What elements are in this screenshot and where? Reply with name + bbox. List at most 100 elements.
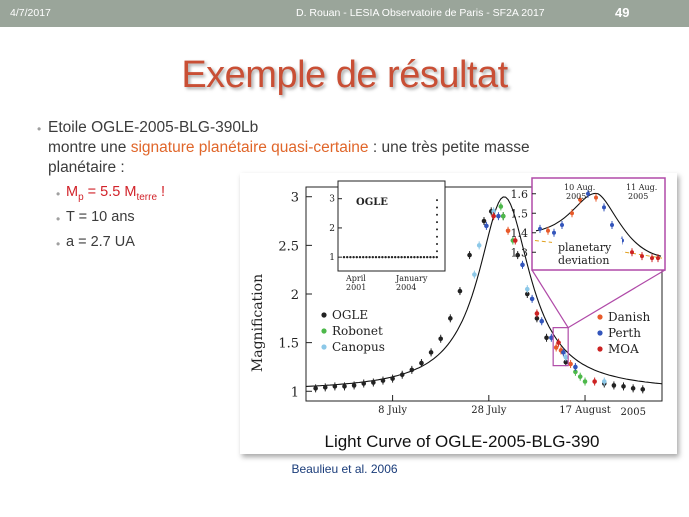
legend-marker [597,330,603,336]
sub-bullet-mass: Mp = 5.5 Mterre ! [66,184,165,203]
data-point-ogle [481,218,487,224]
legend-marker [321,328,327,334]
data-point-ogle [371,380,376,385]
inset-y-tick-label: 2 [329,224,335,234]
inset-y-tick-label: 1 [329,253,335,263]
mass-subscript: p [78,191,84,203]
inset-unperturbed-curve [534,240,663,259]
data-point-perth [539,318,545,324]
sub-bullet-dot: • [56,237,61,251]
data-point-moa [556,340,561,345]
inset-point [358,255,362,259]
inset-point [436,221,438,224]
inset-point [349,255,352,259]
data-point-ogle [621,384,626,389]
data-point-ogle [361,381,367,386]
data-point-canopus [524,286,530,292]
inset-point [436,206,438,209]
y-tick-label: 1 [291,385,299,400]
data-point-robonet [573,369,578,375]
sub-bullet-dot: • [56,187,61,201]
legend-marker [597,314,603,320]
inset-point [397,255,400,259]
inset-x-tick-label: January [395,274,428,283]
inset-x-tick-label: 2001 [346,283,366,292]
data-point-ogle [322,385,328,390]
mass-symbol: M [66,184,79,200]
inset-annotation: 11 Aug. [626,183,657,192]
sub-bullet-period: T = 10 ans [66,209,135,225]
inset-point [538,226,542,231]
inset-title: deviation [558,254,610,267]
data-point-ogle [380,378,386,383]
inset-annotation: 2005 [566,192,586,201]
inset-point [602,205,606,210]
bullet-line-1: Etoile OGLE-2005-BLG-390Lb [48,119,259,136]
inset-y-tick-label: 1.4 [511,227,529,240]
data-point-canopus [472,272,477,277]
legend-label: Danish [608,310,651,324]
inset-x-tick-label: April [345,274,366,283]
header-bar [0,0,689,27]
year-label: 2005 [621,407,646,418]
legend-label: Robonet [332,324,383,338]
bullet-line-3: planétaire : [48,159,125,176]
connector-line [567,269,666,329]
figure-caption: Beaulieu et al. 2006 [291,462,398,476]
legend-label: Canopus [332,340,385,354]
data-point-ogle [467,252,472,258]
inset-point [419,255,422,259]
data-marks [305,196,666,394]
legend-label: Perth [608,326,641,340]
data-point-robonet [498,204,504,209]
inset-point [594,195,598,200]
connector-line [531,269,569,328]
inset-point [560,222,564,227]
inset-point [422,255,426,259]
data-point-ogle [332,384,338,389]
data-point-ogle [524,291,530,297]
data-point-ogle [419,360,424,366]
inset-point [352,255,355,259]
x-tick-label: 17 August [559,405,611,416]
data-point-canopus [476,243,482,248]
data-point-moa [592,379,597,384]
inset-point [436,228,438,231]
x-tick-label: 8 July [378,405,407,416]
data-point-ogle [351,383,357,388]
data-point-perth [484,223,489,229]
inset-point [342,255,346,259]
bullet-line-2: montre une signature planétaire quasi-ce… [48,138,608,158]
data-point-canopus [491,209,496,214]
inset-point [378,255,381,259]
data-point-ogle [313,386,318,391]
mass-excl: ! [157,184,166,200]
inset-point [436,250,438,253]
inset-point [656,256,660,261]
data-point-moa [512,238,518,243]
bullet-main: • Etoile OGLE-2005-BLG-390Lb montre une … [37,118,608,178]
y-axis-label: Magnification [250,274,266,372]
inset-point [436,199,438,202]
bullet-text: montre une [48,139,131,156]
main-axes: 1 1.5 2 2.5 3 8 July 28 July 17 August [278,186,663,416]
mass-unit-subscript: terre [136,191,158,203]
inset-point [413,255,416,259]
data-point-robonet [582,379,588,384]
inset-point [362,255,365,259]
data-point-perth [561,350,566,355]
mass-value: = 5.5 M [83,184,137,200]
inset-point [570,211,574,216]
slide-date: 4/7/2017 [10,7,51,19]
data-point-ogle [534,316,540,321]
inset-point [432,255,435,259]
slide-title: Exemple de résultat [181,54,508,96]
data-point-ogle [342,384,347,389]
data-point-ogle [563,359,569,365]
legend-marker [321,312,327,318]
page-number: 49 [615,5,630,20]
data-point-ogle [630,386,636,391]
data-point-perth [496,213,501,219]
data-point-ogle [438,336,444,342]
